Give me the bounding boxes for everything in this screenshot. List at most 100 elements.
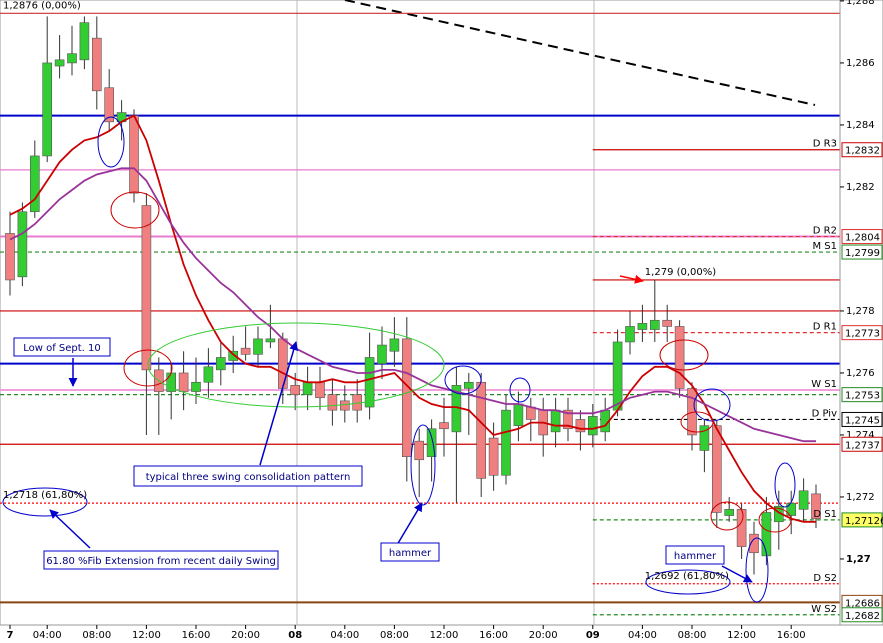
candle-body [563, 409, 573, 430]
candle-body [711, 425, 722, 513]
level-name: M S1 [812, 241, 837, 252]
price-box [841, 229, 883, 245]
price-label: 1,2737 [845, 440, 880, 451]
x-tick-label: 12:00 [430, 630, 459, 641]
x-tick-label: 08 [288, 630, 302, 641]
annotation-box [13, 337, 111, 357]
y-tick-label: 1,284 [846, 120, 875, 131]
trend-line [344, 0, 816, 106]
level-name: D S1 [813, 509, 837, 520]
price-label: 1,27126 [845, 516, 883, 527]
candle-body [426, 428, 437, 457]
x-tick-label: 16:00 [479, 630, 508, 641]
annotation: Low of Sept. 10 [23, 343, 101, 354]
candle-body [228, 350, 238, 361]
candle-body [761, 512, 772, 557]
x-tick-label: 16:00 [777, 630, 806, 641]
candle-body [265, 338, 276, 343]
y-tick-label: 1,272 [846, 492, 875, 503]
x-tick-label: 12:00 [132, 630, 161, 641]
candle-body [811, 493, 821, 519]
candle-body [513, 403, 524, 426]
candle-body [67, 53, 77, 64]
annotation: hammer [674, 551, 717, 562]
moving-average [9, 114, 816, 523]
candle-body [749, 533, 759, 554]
candle-body [587, 416, 598, 436]
level-name: D R1 [813, 322, 837, 333]
candle-body [625, 326, 635, 343]
candle-body [141, 205, 152, 371]
candle-body [798, 490, 809, 510]
candle-body [377, 344, 387, 364]
price-label: 1,2804 [845, 233, 880, 244]
y-tick-label: 1,276 [846, 368, 875, 379]
level-text: 1,2718 (61,80%) [3, 490, 87, 501]
y-tick-label: 1,278 [846, 306, 875, 317]
x-tick-label: 04:00 [330, 630, 359, 641]
annotation-box [380, 542, 440, 562]
candle-body [414, 440, 425, 461]
y-tick-label: 1,286 [846, 58, 875, 69]
level-name: D S2 [813, 573, 837, 584]
x-tick-label: 08:00 [82, 630, 111, 641]
candle-body [302, 381, 313, 395]
candle-body [352, 394, 363, 411]
candle-body [54, 59, 65, 67]
y-tick-label: 1,288 [846, 0, 875, 7]
x-tick-label: 08:00 [678, 630, 707, 641]
price-box [841, 387, 883, 403]
candle-body [389, 338, 400, 352]
annotation-box [43, 550, 279, 570]
price-box [841, 142, 883, 158]
price-box [841, 325, 883, 341]
x-tick-label: 08:00 [380, 630, 409, 641]
candle-body [674, 326, 685, 389]
level-name: W S2 [811, 604, 837, 615]
candle-body [649, 319, 660, 330]
candle-body [724, 509, 735, 516]
plot-area [0, 0, 841, 626]
candle-body [575, 419, 586, 433]
candle-body [240, 347, 251, 355]
level-name: D Piv [812, 408, 837, 419]
candle-body [736, 509, 747, 547]
x-tick-label: 20:00 [529, 630, 558, 641]
highlights [2, 116, 796, 603]
annotation: typical three swing consolidation patter… [146, 472, 351, 483]
annotation-box [665, 545, 725, 565]
candle-body [612, 341, 623, 411]
candle-body [191, 381, 201, 392]
candle-body [364, 357, 375, 408]
candle-body [525, 406, 536, 420]
level-name: D R2 [813, 226, 837, 237]
price-box [841, 607, 883, 623]
x-tick-label: 09 [586, 630, 600, 641]
candle-body [488, 437, 499, 476]
annotation: hammer [389, 548, 432, 559]
candle-body [216, 357, 226, 371]
candle-body [104, 87, 114, 123]
annotation-box [133, 465, 363, 487]
x-tick-label: 16:00 [182, 630, 211, 641]
candle-body [637, 323, 648, 330]
price-box [841, 436, 883, 452]
price-box [841, 512, 883, 528]
candle-body [42, 62, 53, 157]
candle-body [5, 233, 15, 281]
y-tick-label: 1,282 [846, 182, 875, 193]
level-text: 1,2876 (0,00%) [3, 0, 81, 11]
candle-body [290, 385, 301, 395]
x-tick-label: 04:00 [33, 630, 62, 641]
price-label: 1,2832 [845, 146, 880, 157]
candle-body [315, 381, 325, 399]
candle-body [92, 37, 102, 92]
price-box [841, 244, 883, 260]
candle-body [550, 409, 561, 433]
candle-body [662, 319, 673, 327]
moving-average [9, 167, 816, 443]
level-text: 1,2692 (61,80%) [645, 571, 729, 582]
price-label: 1,2753 [845, 391, 880, 402]
level-name: D R3 [813, 139, 837, 150]
